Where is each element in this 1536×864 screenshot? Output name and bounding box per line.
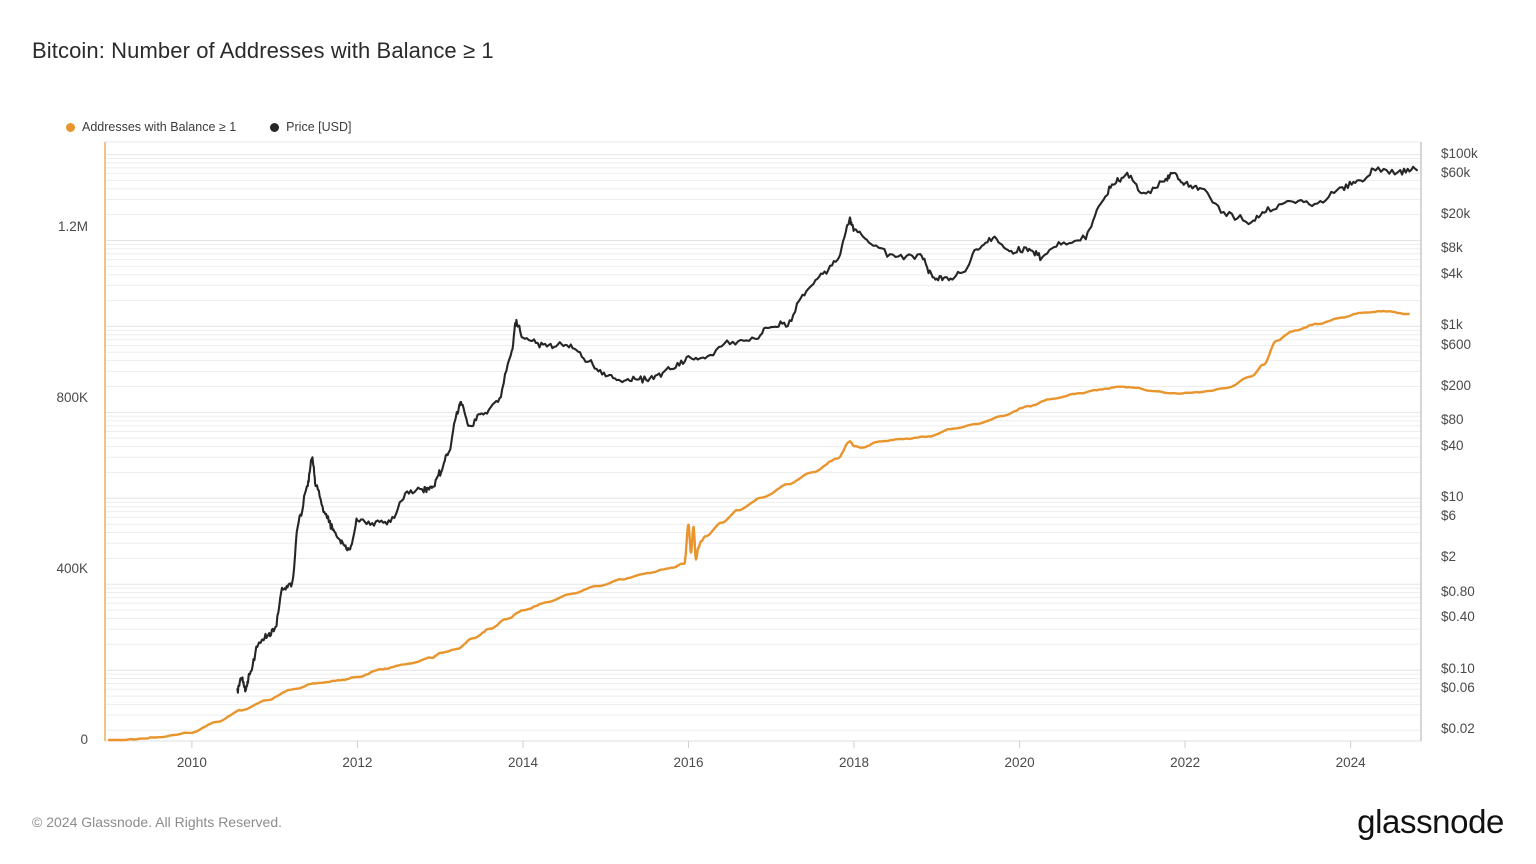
copyright-text: © 2024 Glassnode. All Rights Reserved. [32, 814, 283, 830]
y-axis-right-tick: $60k [1441, 164, 1471, 180]
y-axis-right-tick: $80 [1441, 411, 1464, 427]
x-axis-tick: 2012 [342, 755, 373, 770]
series-line-addresses [107, 309, 1410, 742]
y-axis-right-tick: $6 [1441, 508, 1457, 524]
glassnode-logo: glassnode [1357, 803, 1504, 840]
x-axis-tick: 2014 [507, 755, 538, 770]
y-axis-right-tick: $0.80 [1441, 583, 1475, 599]
x-tick-marks [191, 741, 1352, 748]
legend-dot-addresses-icon [66, 122, 75, 132]
x-axis-tick: 2020 [1004, 755, 1035, 770]
x-axis-tick: 2010 [176, 755, 207, 770]
y-axis-right-tick: $10 [1441, 489, 1464, 505]
y-axis-left-tick: 0 [80, 732, 88, 747]
plot-frame [104, 141, 1422, 742]
y-axis-left-tick: 1.2M [57, 218, 88, 234]
legend-label-price: Price [USD] [286, 120, 352, 134]
y-axis-right-tick: $100k [1441, 145, 1478, 161]
series-line-price [236, 165, 1418, 694]
legend-label-addresses: Addresses with Balance ≥ 1 [82, 120, 237, 134]
legend-item-price[interactable]: Price [USD] [270, 120, 351, 134]
y-axis-right-tick: $0.06 [1441, 680, 1475, 696]
y-axis-right-tick: $0.40 [1441, 609, 1475, 625]
y-axis-right-tick: $200 [1441, 377, 1472, 393]
y-axis-left-tick: 800K [56, 389, 88, 405]
y-axis-left-tick: 400K [56, 560, 88, 576]
chart-legend: Addresses with Balance ≥ 1 Price [USD] [66, 118, 351, 136]
y-axis-right-tick: $4k [1441, 265, 1463, 281]
y-axis-right-tick: $8k [1441, 239, 1463, 255]
x-axis-tick: 2024 [1335, 755, 1366, 770]
y-axis-right-tick: $40 [1441, 437, 1464, 453]
x-axis-tick: 2016 [673, 755, 704, 770]
y-axis-right-tick: $2 [1441, 549, 1457, 565]
gridlines [105, 154, 1421, 731]
y-axis-right-tick: $600 [1441, 336, 1472, 352]
page-title: Bitcoin: Number of Addresses with Balanc… [32, 38, 494, 63]
y-axis-right-tick: $0.02 [1441, 721, 1475, 737]
legend-item-addresses[interactable]: Addresses with Balance ≥ 1 [66, 120, 236, 134]
x-axis-tick: 2018 [839, 755, 870, 770]
y-axis-right-tick: $0.10 [1441, 661, 1475, 677]
legend-dot-price-icon [270, 122, 280, 132]
y-axis-right-tick: $20k [1441, 205, 1471, 221]
y-axis-right-tick: $1k [1441, 317, 1463, 333]
x-axis-tick: 2022 [1170, 755, 1201, 770]
